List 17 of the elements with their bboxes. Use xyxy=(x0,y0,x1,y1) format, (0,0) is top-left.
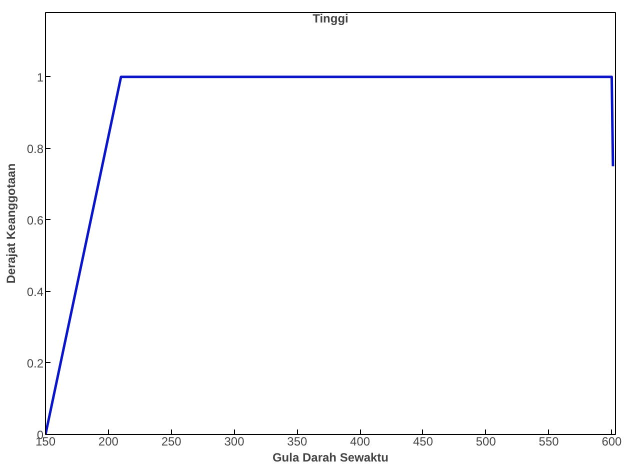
x-tick-label: 550 xyxy=(538,434,560,448)
y-tick-label: 1 xyxy=(36,70,44,84)
x-tick-label: 250 xyxy=(161,434,182,448)
x-tick-label: 600 xyxy=(602,434,622,448)
y-tick-label: 0.4 xyxy=(26,284,44,299)
x-tick-label: 400 xyxy=(350,434,370,448)
y-axis-title: Derajat Keanggotaan xyxy=(4,163,18,284)
x-tick-label: 350 xyxy=(287,434,308,448)
x-tick-label: 300 xyxy=(224,434,245,448)
x-axis-title: Gula Darah Sewaktu xyxy=(272,450,389,464)
y-tick-label: 0.8 xyxy=(26,142,44,156)
x-tick-label: 500 xyxy=(476,434,496,448)
y-tick-label: 0.6 xyxy=(26,213,44,228)
y-tick-label: 0.2 xyxy=(26,356,44,370)
x-tick-label: 450 xyxy=(412,434,434,448)
x-tick-label: 200 xyxy=(98,434,119,448)
chart-title: Tinggi xyxy=(312,12,348,26)
